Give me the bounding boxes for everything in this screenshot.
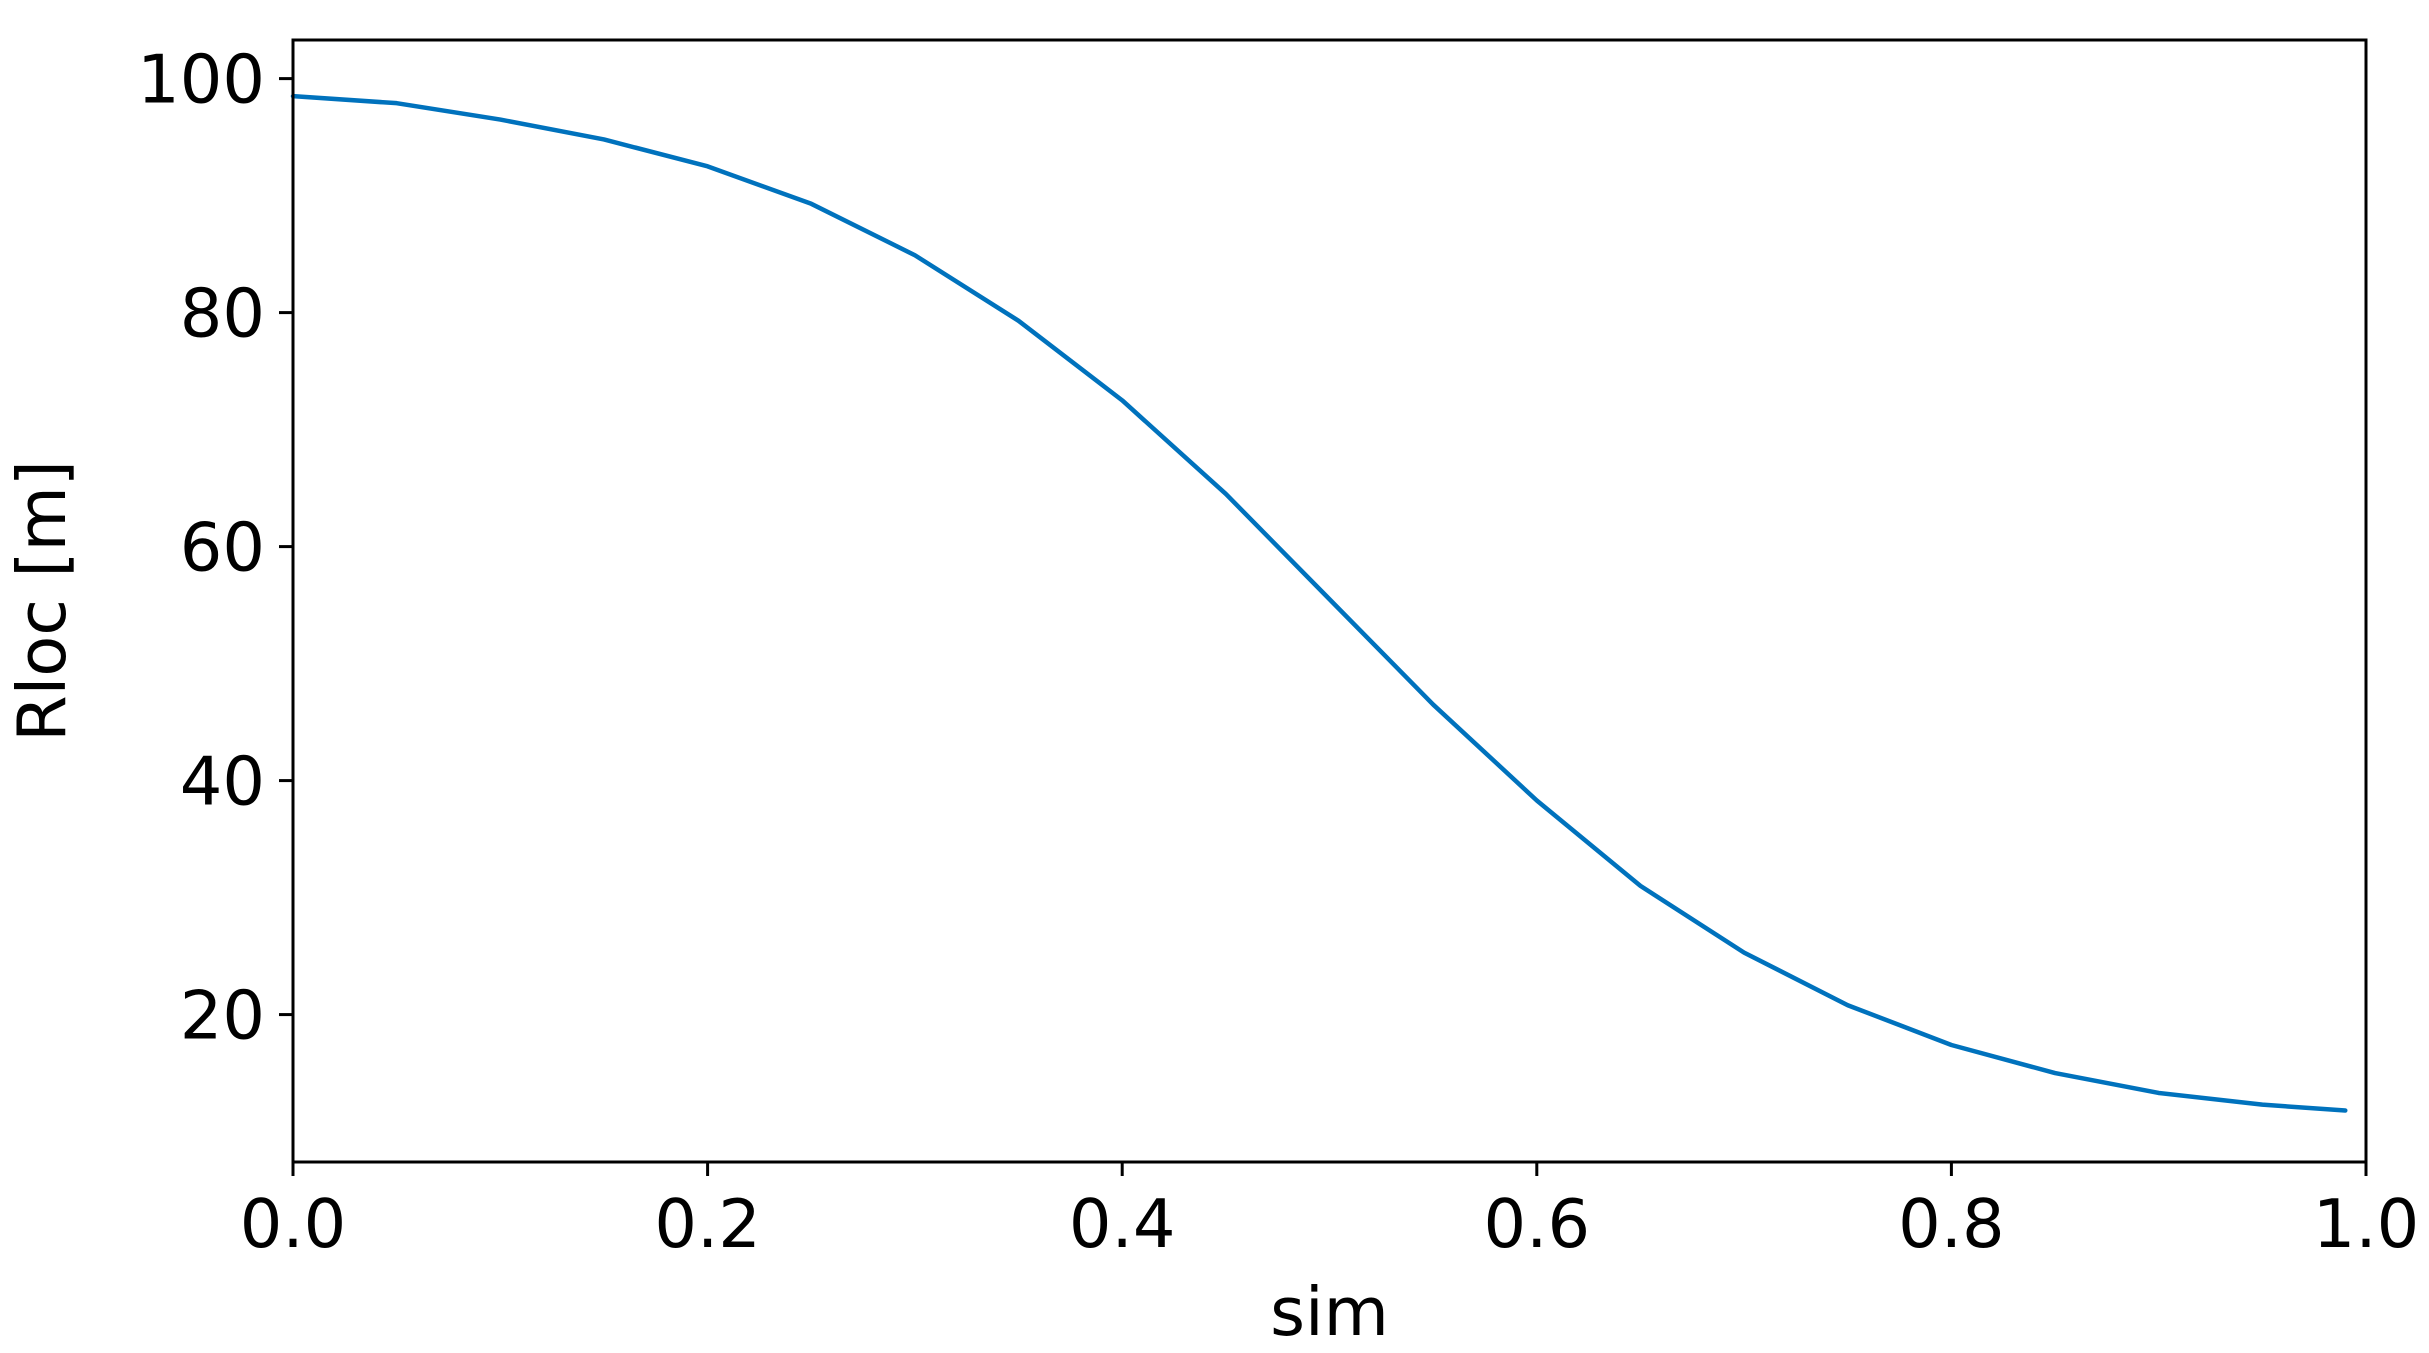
x-tick-label: 1.0: [2313, 1185, 2420, 1263]
y-tick-label: 40: [180, 743, 265, 821]
y-tick-label: 80: [180, 275, 265, 353]
x-tick-label: 0.2: [654, 1185, 761, 1263]
x-tick-label: 0.4: [1069, 1185, 1176, 1263]
x-axis-label: sim: [1270, 1273, 1389, 1351]
y-axis: 20 40 60 80 100: [137, 41, 293, 1055]
x-axis: 0.0 0.2 0.4 0.6 0.8 1.0: [240, 1162, 2420, 1263]
plot-area: [290, 93, 2348, 1113]
y-tick-label: 60: [180, 509, 265, 587]
y-tick-label: 20: [180, 977, 265, 1055]
x-tick-label: 0.8: [1898, 1185, 2005, 1263]
y-axis-label: Rloc [m]: [3, 460, 81, 742]
x-tick-label: 0.0: [240, 1185, 347, 1263]
y-tick-label: 100: [137, 41, 265, 119]
series-line-0: [290, 93, 2348, 1113]
axes-frame: [291, 38, 2368, 1164]
x-tick-label: 0.6: [1484, 1185, 1591, 1263]
